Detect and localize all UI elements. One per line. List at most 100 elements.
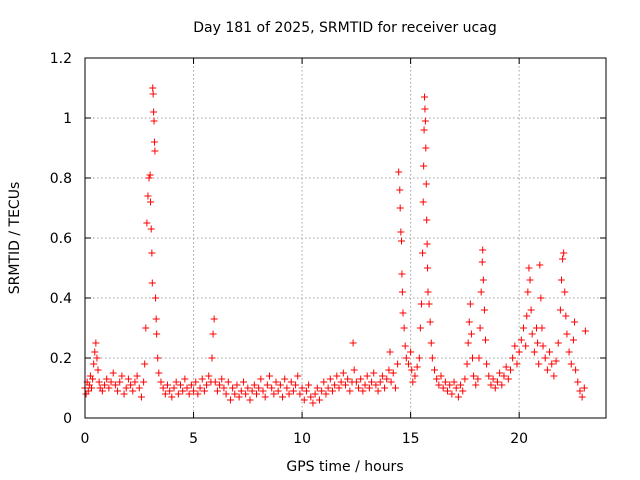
x-tick-label: 0 bbox=[81, 431, 90, 447]
data-point bbox=[235, 393, 243, 401]
x-tick-label: 10 bbox=[293, 431, 311, 447]
data-point bbox=[268, 384, 276, 392]
data-point bbox=[504, 375, 512, 383]
data-point bbox=[84, 387, 92, 395]
chart-title: Day 181 of 2025, SRMTID for receiver uca… bbox=[193, 20, 496, 36]
data-point bbox=[163, 381, 171, 389]
data-point bbox=[216, 381, 224, 389]
data-point bbox=[565, 348, 573, 356]
data-point bbox=[272, 378, 280, 386]
data-point bbox=[305, 381, 313, 389]
data-point bbox=[114, 387, 122, 395]
data-point bbox=[91, 348, 99, 356]
data-point bbox=[482, 336, 490, 344]
data-point bbox=[166, 387, 174, 395]
data-point bbox=[127, 381, 135, 389]
data-point bbox=[546, 348, 554, 356]
data-point bbox=[571, 318, 579, 326]
data-point bbox=[322, 390, 330, 398]
axis-ticks bbox=[84, 57, 606, 419]
data-point bbox=[148, 249, 156, 257]
data-point bbox=[174, 390, 182, 398]
data-point bbox=[339, 369, 347, 377]
data-point bbox=[261, 393, 269, 401]
data-point bbox=[255, 384, 263, 392]
data-point bbox=[311, 390, 319, 398]
x-axis-label: GPS time / hours bbox=[286, 459, 403, 475]
data-point bbox=[320, 378, 328, 386]
data-point bbox=[344, 375, 352, 383]
data-point bbox=[144, 192, 152, 200]
data-point bbox=[477, 288, 485, 296]
data-point bbox=[439, 384, 447, 392]
data-point bbox=[520, 324, 528, 332]
data-point bbox=[95, 378, 103, 386]
data-point bbox=[422, 144, 430, 152]
data-point bbox=[457, 381, 465, 389]
data-point bbox=[101, 381, 109, 389]
data-point bbox=[389, 369, 397, 377]
data-point bbox=[140, 378, 148, 386]
data-point bbox=[296, 390, 304, 398]
data-point bbox=[89, 375, 97, 383]
data-point bbox=[152, 294, 160, 302]
data-point bbox=[431, 366, 439, 374]
data-point bbox=[538, 324, 546, 332]
data-point bbox=[437, 372, 445, 380]
data-point bbox=[194, 390, 202, 398]
data-point bbox=[550, 372, 558, 380]
data-point bbox=[524, 288, 532, 296]
x-tick-label: 5 bbox=[189, 431, 198, 447]
data-point bbox=[381, 384, 389, 392]
data-point bbox=[135, 384, 143, 392]
data-point bbox=[359, 387, 367, 395]
y-tick-label: 0.2 bbox=[50, 351, 72, 367]
data-point bbox=[391, 384, 399, 392]
data-point bbox=[396, 204, 404, 212]
data-point bbox=[313, 384, 321, 392]
data-point bbox=[470, 372, 478, 380]
data-point bbox=[530, 348, 538, 356]
data-point bbox=[143, 219, 151, 227]
data-point bbox=[129, 387, 137, 395]
data-point bbox=[218, 375, 226, 383]
y-tick-label: 0.6 bbox=[50, 231, 72, 247]
data-point bbox=[424, 288, 432, 296]
data-point bbox=[446, 381, 454, 389]
data-point bbox=[567, 360, 575, 368]
data-points bbox=[81, 84, 589, 407]
data-point bbox=[448, 390, 456, 398]
data-point bbox=[93, 354, 101, 362]
data-point bbox=[331, 381, 339, 389]
data-point bbox=[465, 318, 473, 326]
x-tick-label: 20 bbox=[510, 431, 528, 447]
data-point bbox=[421, 117, 429, 125]
data-point bbox=[536, 261, 544, 269]
data-point bbox=[111, 381, 119, 389]
y-tick-labels: 0 0.2 0.4 0.6 0.8 1 1.2 bbox=[50, 51, 72, 427]
data-point bbox=[263, 381, 271, 389]
data-point bbox=[527, 306, 535, 314]
data-point bbox=[350, 366, 358, 374]
data-point bbox=[153, 330, 161, 338]
data-point bbox=[480, 306, 488, 314]
data-point bbox=[378, 372, 386, 380]
data-point bbox=[479, 276, 487, 284]
data-point bbox=[411, 372, 419, 380]
data-point bbox=[398, 270, 406, 278]
data-point bbox=[394, 360, 402, 368]
data-point bbox=[124, 375, 132, 383]
data-point bbox=[246, 396, 254, 404]
data-point bbox=[237, 387, 245, 395]
y-tick-label: 0.4 bbox=[50, 291, 72, 307]
data-point bbox=[229, 384, 237, 392]
data-point bbox=[569, 336, 577, 344]
data-point bbox=[283, 384, 291, 392]
data-point bbox=[513, 360, 521, 368]
data-point bbox=[496, 369, 504, 377]
data-point bbox=[419, 249, 427, 257]
data-point bbox=[415, 354, 423, 362]
data-point bbox=[98, 387, 106, 395]
data-point bbox=[474, 375, 482, 383]
